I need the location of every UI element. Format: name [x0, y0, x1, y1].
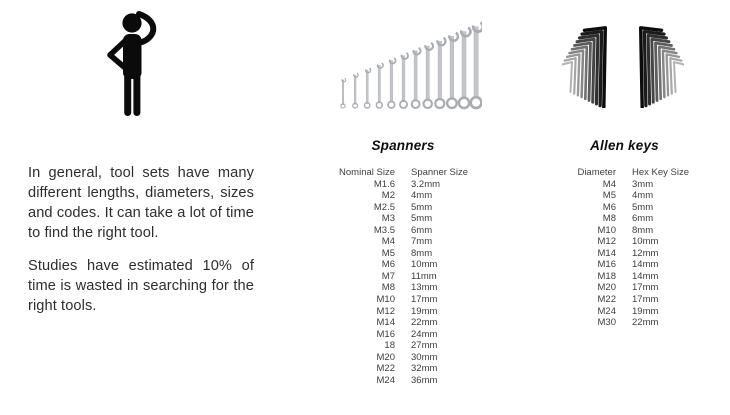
- table-cell: 5mm: [411, 201, 433, 213]
- table-cell: M3: [381, 213, 395, 225]
- table-cell: 10mm: [632, 236, 659, 248]
- table-cell: M8: [381, 282, 395, 294]
- table-cell: 5mm: [632, 201, 654, 213]
- table-cell: M24: [376, 374, 395, 386]
- spanner-table-header-size: Spanner Size: [411, 167, 469, 178]
- table-cell: M4: [602, 178, 616, 190]
- spanners-title: Spanners: [371, 138, 435, 153]
- table-cell: M3.5: [373, 224, 395, 236]
- table-cell: 10mm: [411, 259, 438, 271]
- table-cell: 17mm: [411, 294, 438, 306]
- table-cell: M22: [597, 294, 616, 306]
- spanner-size-table: Nominal Size Spanner Size M1.6 3.2mm M2 4mm…: [328, 167, 473, 386]
- table-cell: M4: [381, 236, 395, 248]
- table-cell: M30: [597, 317, 616, 329]
- allen-table-header-size: Hex Key Size: [632, 167, 690, 178]
- table-cell: M5: [381, 247, 395, 259]
- table-cell: 32mm: [411, 363, 438, 375]
- table-cell: M12: [376, 305, 395, 317]
- table-cell: M16: [597, 259, 616, 271]
- allen-key-set-svg: [562, 26, 684, 108]
- thinking-person-icon: [96, 11, 166, 117]
- spanner-table-header-nominal: Nominal Size: [339, 167, 395, 178]
- table-cell: M20: [597, 282, 616, 294]
- table-cell: M7: [381, 270, 395, 282]
- table-cell: 8mm: [411, 247, 433, 259]
- table-cell: 17mm: [632, 294, 659, 306]
- table-cell: M18: [597, 270, 616, 282]
- table-cell: 6mm: [411, 224, 433, 236]
- table-cell: M5: [602, 190, 616, 202]
- table-cell: 14mm: [632, 270, 659, 282]
- table-cell: M2: [381, 190, 395, 202]
- table-cell: 27mm: [411, 340, 438, 352]
- table-cell: 8mm: [632, 224, 654, 236]
- table-cell: 30mm: [411, 351, 438, 363]
- table-cell: 12mm: [632, 247, 659, 259]
- table-cell: M24: [597, 305, 616, 317]
- table-cell: 6mm: [632, 213, 654, 225]
- table-cell: 17mm: [632, 282, 659, 294]
- table-cell: 18: [384, 340, 395, 352]
- table-cell: M12: [597, 236, 616, 248]
- table-cell: M14: [376, 317, 395, 329]
- allen-key-size-table: Diameter Hex Key Size M4 3mm M5 4mm M6 5mm M8 6…: [555, 167, 690, 329]
- intro-paragraph-1: In general, tool sets have many differen…: [28, 165, 254, 241]
- table-cell: 22mm: [411, 317, 438, 329]
- spanner-set-svg: [340, 20, 482, 110]
- table-cell: 3.2mm: [411, 178, 441, 190]
- table-cell: 11mm: [411, 270, 437, 282]
- table-cell: M10: [597, 224, 616, 236]
- table-cell: 4mm: [632, 190, 654, 202]
- table-cell: 36mm: [411, 374, 438, 386]
- table-cell: M20: [376, 351, 395, 363]
- table-cell: 19mm: [411, 305, 438, 317]
- table-cell: M22: [376, 363, 395, 375]
- thinking-person-svg: [107, 11, 157, 116]
- table-cell: M10: [376, 294, 395, 306]
- table-cell: 5mm: [411, 213, 433, 225]
- table-cell: 13mm: [411, 282, 438, 294]
- table-cell: M8: [602, 213, 616, 225]
- allen-key-set-image: [562, 14, 684, 108]
- allen-keys-title: Allen keys: [590, 138, 659, 153]
- table-cell: M6: [602, 201, 616, 213]
- table-cell: 22mm: [632, 317, 659, 329]
- table-cell: 7mm: [411, 236, 433, 248]
- table-cell: 24mm: [411, 328, 438, 340]
- table-cell: M6: [381, 259, 395, 271]
- table-cell: 3mm: [632, 178, 654, 190]
- table-cell: 19mm: [632, 305, 659, 317]
- intro-paragraph-2: Studies have estimated 10% of time is wa…: [28, 258, 254, 314]
- table-cell: M2.5: [373, 201, 395, 213]
- table-cell: M14: [597, 247, 616, 259]
- table-cell: M1.6: [373, 178, 395, 190]
- table-cell: 4mm: [411, 190, 433, 202]
- spanner-set-image: [336, 16, 482, 112]
- allen-table-header-diameter: Diameter: [577, 167, 616, 178]
- table-cell: M16: [376, 328, 395, 340]
- table-cell: 14mm: [632, 259, 659, 271]
- intro-text-block: In general, tool sets have many differen…: [28, 163, 254, 316]
